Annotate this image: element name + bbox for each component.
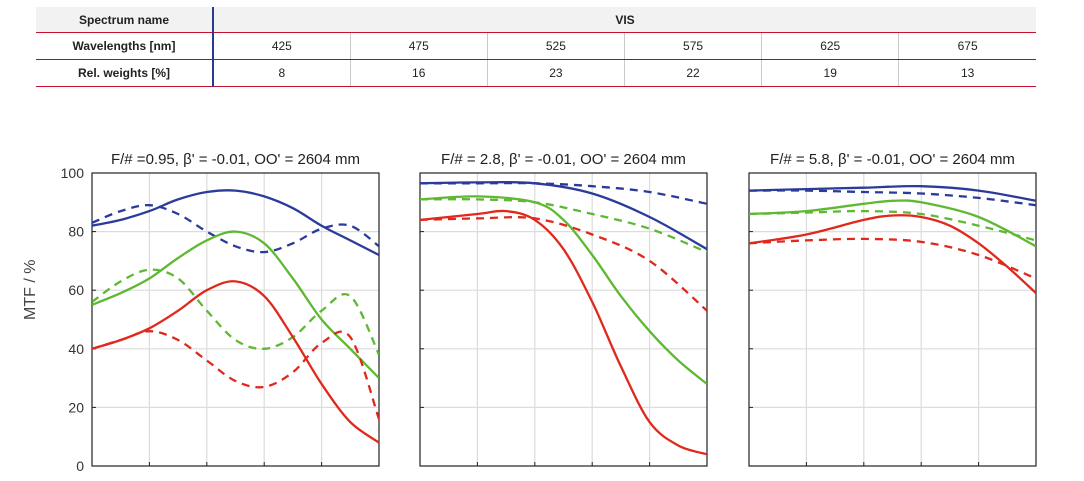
weight-cell: 13	[898, 59, 1036, 87]
y-tick-label: 60	[68, 282, 84, 298]
wavelength-cell: 475	[350, 32, 488, 60]
mtf-curve-green-dashed	[92, 268, 379, 356]
mtf-curve-blue-solid	[749, 184, 1036, 202]
mtf-curve-blue-solid	[92, 189, 379, 257]
mtf-curve-red-solid	[420, 209, 707, 456]
mtf-curve-green-dashed	[420, 198, 707, 254]
mtf-curve-green-solid	[92, 230, 379, 379]
mtf-curve-green-solid	[749, 199, 1036, 248]
chart-title: F/# =0.95, β' = -0.01, OO' = 2604 mm	[111, 151, 360, 168]
weight-cell: 16	[350, 59, 488, 87]
spectrum-table: Spectrum name VIS Wavelengths [nm] 425 4…	[36, 7, 1036, 87]
mtf-curve-blue-dashed	[420, 181, 707, 205]
wavelengths-row: Wavelengths [nm] 425 475 525 575 625 675	[36, 32, 1036, 60]
wavelength-cell: 525	[487, 32, 625, 60]
weights-row: Rel. weights [%] 8 16 23 22 19 13	[36, 59, 1036, 87]
mtf-curve-green-dashed	[749, 209, 1036, 242]
weight-cell: 8	[213, 59, 351, 87]
weight-cell: 22	[624, 59, 763, 87]
chart-title: F/# = 5.8, β' = -0.01, OO' = 2604 mm	[770, 151, 1015, 168]
spectrum-name-row: Spectrum name VIS	[36, 7, 1036, 33]
chart-title: F/# = 2.8, β' = -0.01, OO' = 2604 mm	[441, 151, 686, 168]
plot-frame	[748, 172, 1037, 467]
mtf-curve-blue-solid	[420, 180, 707, 251]
plot-frame	[91, 172, 380, 467]
y-tick-label: 0	[76, 458, 84, 474]
weight-cell: 19	[761, 59, 900, 87]
mtf-curve-red-dashed	[749, 237, 1036, 280]
mtf-charts: F/# =0.95, β' = -0.01, OO' = 2604 mm 0 20 4…	[61, 151, 1037, 474]
y-tick-label: 80	[68, 224, 84, 240]
y-tick-label: 40	[68, 341, 84, 357]
mtf-curve-blue-dashed	[92, 204, 379, 254]
y-tick-label: 100	[61, 165, 85, 181]
y-tick-label: 20	[68, 399, 84, 415]
mtf-curve-red-solid	[749, 214, 1036, 294]
wavelength-cell: 625	[761, 32, 900, 60]
wavelengths-label: Wavelengths [nm]	[36, 32, 214, 60]
mtf-curve-red-solid	[92, 280, 379, 444]
spectrum-name-label: Spectrum name	[36, 7, 214, 33]
mtf-curve-red-dashed	[92, 330, 379, 420]
plot-frame	[419, 172, 708, 467]
mtf-curve-green-solid	[420, 195, 707, 385]
wavelength-cell: 425	[213, 32, 351, 60]
weight-cell: 23	[487, 59, 625, 87]
wavelength-cell: 675	[898, 32, 1036, 60]
weights-label: Rel. weights [%]	[36, 59, 214, 87]
wavelength-cell: 575	[624, 32, 763, 60]
mtf-curve-blue-dashed	[749, 189, 1036, 207]
spectrum-name-value: VIS	[213, 7, 1036, 33]
